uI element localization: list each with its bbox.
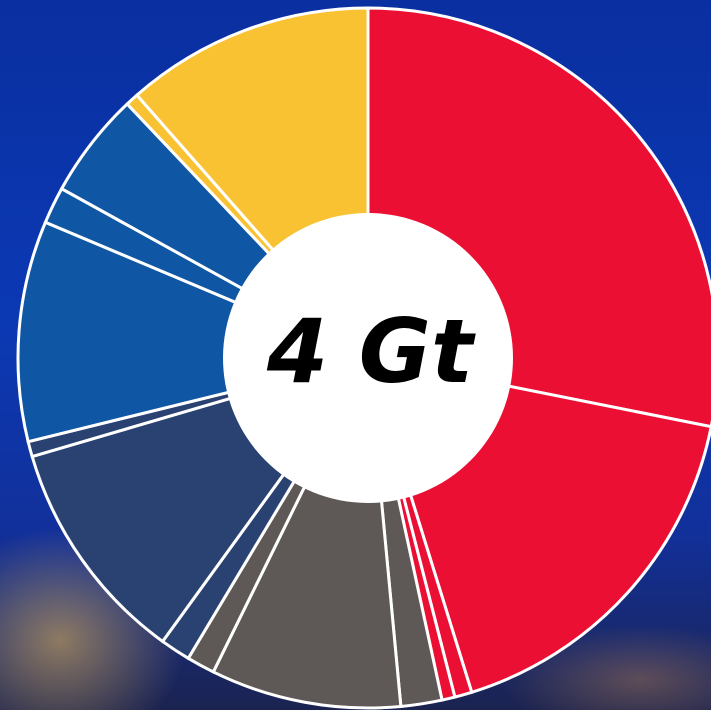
- center-label: 4 Gt: [266, 300, 476, 403]
- donut-hole: [223, 213, 513, 503]
- slices: [16, 6, 711, 710]
